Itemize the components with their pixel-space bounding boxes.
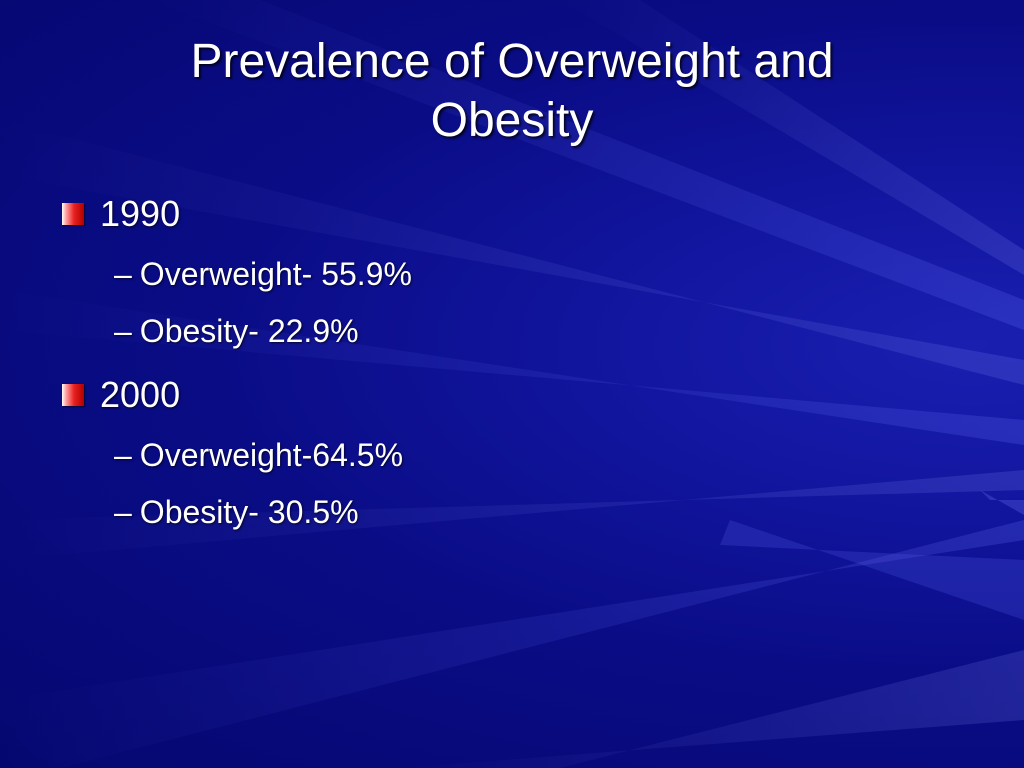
slide-title-line-2: Obesity [430,94,594,147]
bullet-item-1990: 1990 [62,192,180,236]
ray [560,0,1024,275]
sub-bullet-item: – Obesity- 30.5% [114,492,359,532]
ray [720,520,1024,620]
sub-bullet-text: Overweight- 55.9% [139,255,412,292]
ray [0,520,1024,768]
sub-bullet-item: – Obesity- 22.9% [114,311,359,351]
sub-bullet-item: – Overweight-64.5% [114,435,403,475]
sub-bullet-text: Obesity- 22.9% [139,312,359,349]
ray [980,490,1024,515]
square-bullet-icon [62,384,84,406]
dash-bullet-icon: – [114,255,132,292]
square-bullet-icon [62,203,84,225]
slide-title: Prevalence of Overweight and Obesity [60,32,964,150]
ray [150,0,1024,330]
ray [0,470,1024,560]
ray [400,650,1024,768]
ray [0,120,1024,385]
bullet-year-label: 1990 [100,193,181,234]
dash-bullet-icon: – [114,436,132,473]
ray [0,290,1024,445]
sub-bullet-text: Overweight-64.5% [139,436,404,473]
slide-title-line-1: Prevalence of Overweight and [190,35,834,88]
bullet-year-label: 2000 [100,374,181,415]
sub-bullet-item: – Overweight- 55.9% [114,254,412,294]
sub-bullet-text: Obesity- 30.5% [139,493,359,530]
dash-bullet-icon: – [114,493,132,530]
bullet-item-2000: 2000 [62,373,180,417]
dash-bullet-icon: – [114,312,132,349]
